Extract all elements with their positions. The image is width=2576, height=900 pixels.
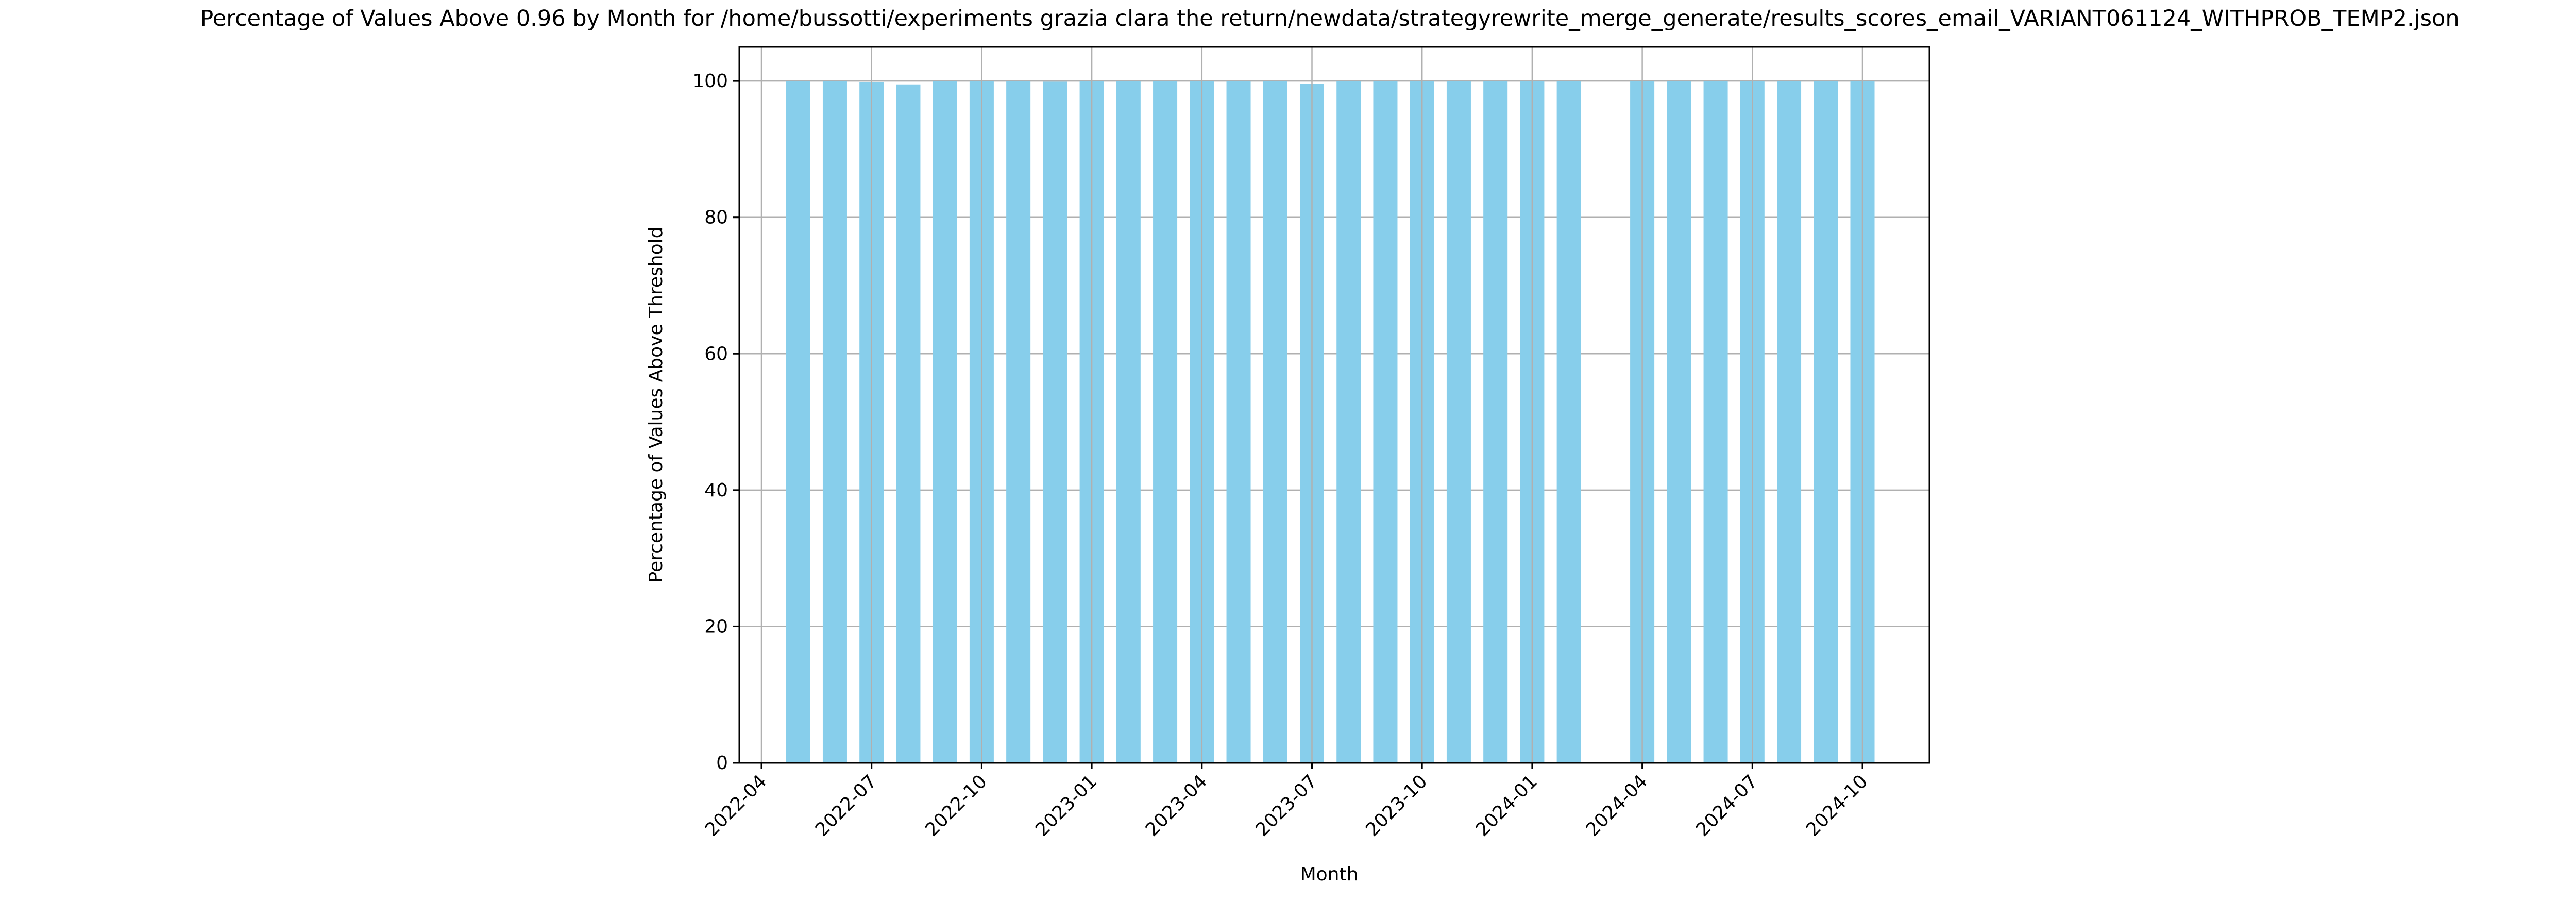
bar — [1263, 81, 1287, 763]
bar — [933, 81, 957, 763]
bar — [786, 81, 810, 763]
bar — [822, 81, 847, 763]
y-tick-label: 60 — [704, 343, 728, 364]
bar — [1667, 81, 1691, 763]
x-axis-label: Month — [1300, 864, 1359, 885]
bar — [1116, 81, 1141, 763]
x-tick-label: 2023-07 — [1252, 771, 1321, 840]
x-tick-label: 2024-04 — [1582, 771, 1652, 840]
y-axis-ticks: 0 20 40 60 80 100 — [692, 71, 739, 774]
y-tick-label: 40 — [704, 480, 728, 501]
bar — [1006, 81, 1031, 763]
bar — [1777, 81, 1802, 763]
bar — [1153, 81, 1178, 763]
x-tick-label: 2022-07 — [811, 771, 881, 840]
y-tick-label: 80 — [704, 207, 728, 228]
x-tick-label: 2023-10 — [1362, 771, 1431, 840]
plot-area-frame — [738, 46, 1930, 764]
bars — [760, 47, 1875, 763]
x-tick-label: 2023-01 — [1031, 771, 1101, 840]
x-tick-label: 2024-01 — [1472, 771, 1541, 840]
x-tick-label: 2023-04 — [1142, 771, 1211, 840]
x-tick-label: 2024-07 — [1692, 771, 1761, 840]
bar — [1814, 81, 1838, 763]
bar — [1336, 81, 1361, 763]
x-tick-label: 2024-10 — [1802, 771, 1872, 840]
x-tick-label: 2022-04 — [701, 771, 771, 840]
bar — [1373, 81, 1398, 763]
bar — [1446, 81, 1471, 763]
chart-title: Percentage of Values Above 0.96 by Month… — [200, 6, 2459, 31]
bar — [1043, 81, 1067, 763]
bar — [1703, 81, 1728, 763]
y-axis-label: Percentage of Values Above Threshold — [646, 227, 667, 583]
y-tick-label: 100 — [692, 71, 728, 92]
bar — [896, 84, 921, 763]
bar — [1483, 81, 1508, 763]
y-tick-label: 20 — [704, 616, 728, 637]
x-tick-label: 2022-10 — [921, 771, 991, 840]
x-axis-ticks: 2022-04 2022-07 2022-10 2023-01 2023-04 2023-… — [701, 763, 1872, 841]
bar — [1556, 81, 1581, 763]
y-tick-label: 0 — [716, 753, 728, 774]
bar — [1226, 81, 1251, 763]
